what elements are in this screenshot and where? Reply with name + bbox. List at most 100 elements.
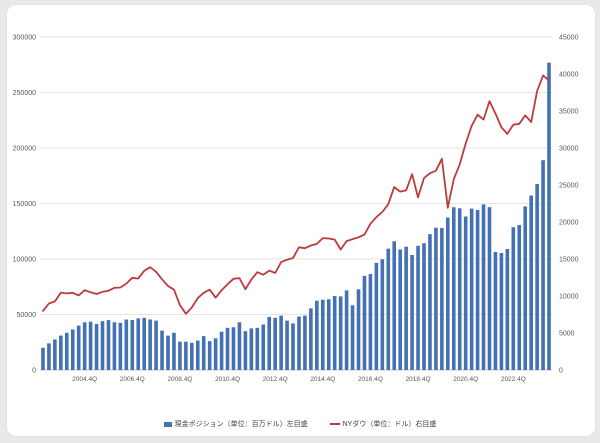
cash-position-bar (326, 299, 331, 370)
left-axis-tick-label: 100000 (13, 257, 36, 264)
bar-series-swatch-icon (163, 421, 172, 427)
cash-position-bar (463, 216, 468, 370)
cash-position-bar (529, 195, 533, 370)
cash-position-bar (356, 289, 361, 370)
cash-position-bar (213, 338, 218, 371)
x-axis-tick-label: 2008.4Q (167, 376, 192, 383)
cash-position-bar (160, 330, 164, 371)
cash-position-bar (88, 321, 93, 370)
cash-position-bar (338, 296, 343, 370)
cash-position-bar (207, 341, 212, 370)
cash-position-bar (124, 319, 129, 371)
cash-position-bar (82, 322, 87, 370)
cash-position-bar (297, 316, 301, 370)
cash-position-bar (47, 343, 51, 370)
cash-position-bar (148, 319, 152, 371)
cash-position-bar (118, 322, 123, 370)
cash-position-bar (362, 275, 367, 370)
cash-position-bar (523, 206, 528, 370)
x-axis-tick-label: 2022.4Q (501, 376, 526, 383)
cash-position-bar (475, 210, 480, 370)
cash-position-bar (112, 322, 117, 370)
cash-position-bar (136, 318, 141, 370)
right-axis-tick-label: 25000 (559, 183, 579, 190)
cash-position-bar (201, 336, 206, 370)
right-axis-tick-label: 40000 (559, 72, 579, 79)
cash-position-bar (291, 323, 295, 370)
legend-label-cash-position: 現金ポジション（単位：百万ドル）左目盛 (174, 421, 308, 428)
cash-position-bar (422, 243, 426, 370)
cash-position-bar (100, 321, 105, 370)
cash-position-bar (41, 347, 45, 370)
cash-position-bar (178, 341, 182, 370)
cash-position-bar (457, 208, 462, 370)
cash-position-bar (70, 329, 75, 371)
cash-position-bar (392, 241, 397, 370)
cash-position-bar (285, 320, 289, 371)
left-axis-tick-label: 250000 (13, 90, 36, 97)
cash-position-bar (237, 322, 242, 370)
cash-position-bar (261, 324, 266, 370)
cash-position-bar (404, 246, 408, 370)
cash-position-bar (249, 328, 254, 371)
cash-position-bar (243, 331, 248, 370)
cash-position-bar (469, 208, 474, 370)
cash-position-bar (541, 160, 545, 370)
legend-item-ny-dow: NYダウ（単位：ドル）右目盛 (329, 419, 437, 429)
left-axis-tick-label: 0 (32, 368, 36, 375)
cash-position-bar (303, 315, 307, 370)
left-axis-tick-label: 200000 (13, 146, 36, 153)
cash-position-bar (487, 207, 492, 370)
cash-position-bar (130, 320, 135, 370)
left-axis-tick-label: 300000 (13, 35, 36, 42)
cash-position-bar (344, 290, 349, 370)
cash-position-bar (511, 227, 516, 370)
cash-position-bar (94, 323, 99, 370)
line-series-swatch-icon (329, 423, 340, 425)
cash-position-bar (386, 248, 391, 370)
chart-legend: 現金ポジション（単位：百万ドル）左目盛 NYダウ（単位：ドル）右目盛 (0, 419, 600, 429)
cash-position-bar (350, 305, 355, 370)
cash-position-bar (154, 320, 158, 371)
cash-position-bar (374, 262, 379, 370)
cash-position-bar (434, 227, 438, 370)
cash-position-bar (547, 62, 551, 370)
cash-position-bar (231, 327, 236, 370)
cash-position-bar (267, 316, 272, 370)
x-axis-tick-label: 2004.4Q (72, 376, 97, 383)
cash-position-bar (172, 332, 176, 370)
cash-position-bar (195, 340, 200, 370)
cash-position-bar (225, 327, 230, 370)
x-axis-tick-label: 2014.4Q (310, 376, 335, 383)
legend-label-ny-dow: NYダウ（単位：ドル）右目盛 (342, 421, 437, 428)
cash-position-bar (190, 342, 194, 371)
cash-position-bar (493, 252, 498, 370)
cash-position-bar (166, 335, 170, 370)
cash-position-bar (428, 234, 432, 370)
right-axis-tick-label: 15000 (559, 257, 579, 264)
x-axis-tick-label: 2020.4Q (453, 376, 478, 383)
cash-position-bar (53, 339, 57, 370)
cash-position-bar (440, 227, 444, 370)
right-axis-tick-label: 30000 (559, 146, 579, 153)
cash-position-bar (255, 327, 260, 370)
cash-position-bar (416, 245, 420, 370)
cash-position-bar (309, 308, 313, 370)
cash-position-bar (451, 207, 456, 370)
cash-position-bar (219, 331, 224, 370)
x-axis-tick-label: 2010.4Q (215, 376, 240, 383)
chart-card (6, 4, 596, 437)
cash-position-bar (273, 317, 277, 370)
ny-dow-line (42, 74, 550, 315)
right-axis-tick-label: 0 (559, 368, 563, 375)
cash-position-bar (517, 225, 522, 370)
cash-position-bar (410, 255, 414, 370)
right-axis-tick-label: 10000 (559, 294, 579, 301)
cash-position-bar (64, 332, 69, 370)
cash-position-bar (142, 317, 146, 370)
right-axis-tick-label: 35000 (559, 109, 579, 116)
cash-position-bar (505, 249, 510, 370)
x-axis-tick-label: 2018.4Q (406, 376, 431, 383)
right-axis-tick-label: 45000 (559, 35, 579, 42)
